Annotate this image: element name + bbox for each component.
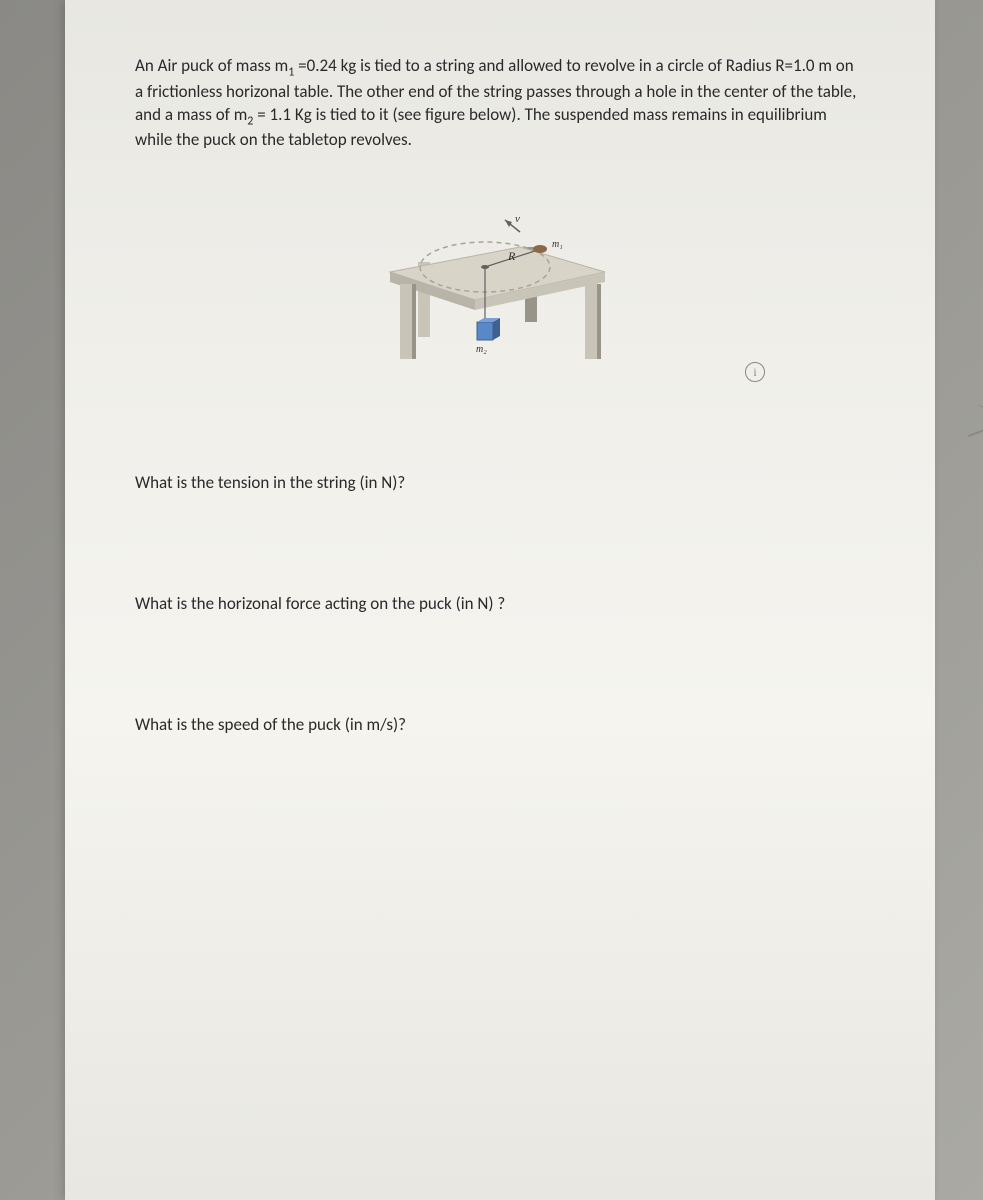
problem-text-part: = 1.1 Kg is tied to it (see figure below… — [253, 104, 743, 125]
physics-figure: R m₁ m₂ v — [370, 192, 630, 372]
problem-statement: An Air puck of mass m1 =0.24 kg is tied … — [135, 55, 865, 152]
question-1: What is the tension in the string (in N)… — [135, 472, 865, 493]
problem-text-part: a frictionless horizonal table. The othe… — [135, 81, 813, 102]
question-3: What is the speed of the puck (in m/s)? — [135, 714, 865, 735]
puck — [533, 245, 547, 253]
figure-container: R m₁ m₂ v i — [135, 192, 865, 372]
label-m1: m₁ — [552, 239, 563, 250]
table-leg-shadow — [597, 284, 601, 359]
label-m2: m₂ — [476, 344, 487, 355]
table-leg — [585, 284, 597, 359]
problem-text-part: An Air puck of mass m — [135, 55, 288, 76]
table-leg — [400, 284, 412, 359]
problem-text-part: =0.24 kg is tied to a string and allowed… — [294, 55, 853, 76]
question-2: What is the horizonal force acting on th… — [135, 593, 865, 614]
label-v: v — [515, 213, 520, 225]
table-leg-shadow — [412, 284, 416, 359]
info-icon[interactable]: i — [745, 362, 765, 382]
worksheet-page: An Air puck of mass m1 =0.24 kg is tied … — [65, 0, 935, 1200]
table-diagram-svg: R m₁ m₂ v — [370, 192, 630, 372]
arrow-head — [505, 220, 512, 227]
page-tear-icon — [959, 401, 983, 437]
hanging-block — [477, 322, 493, 340]
label-r: R — [507, 249, 516, 263]
info-icon-label: i — [753, 365, 756, 380]
